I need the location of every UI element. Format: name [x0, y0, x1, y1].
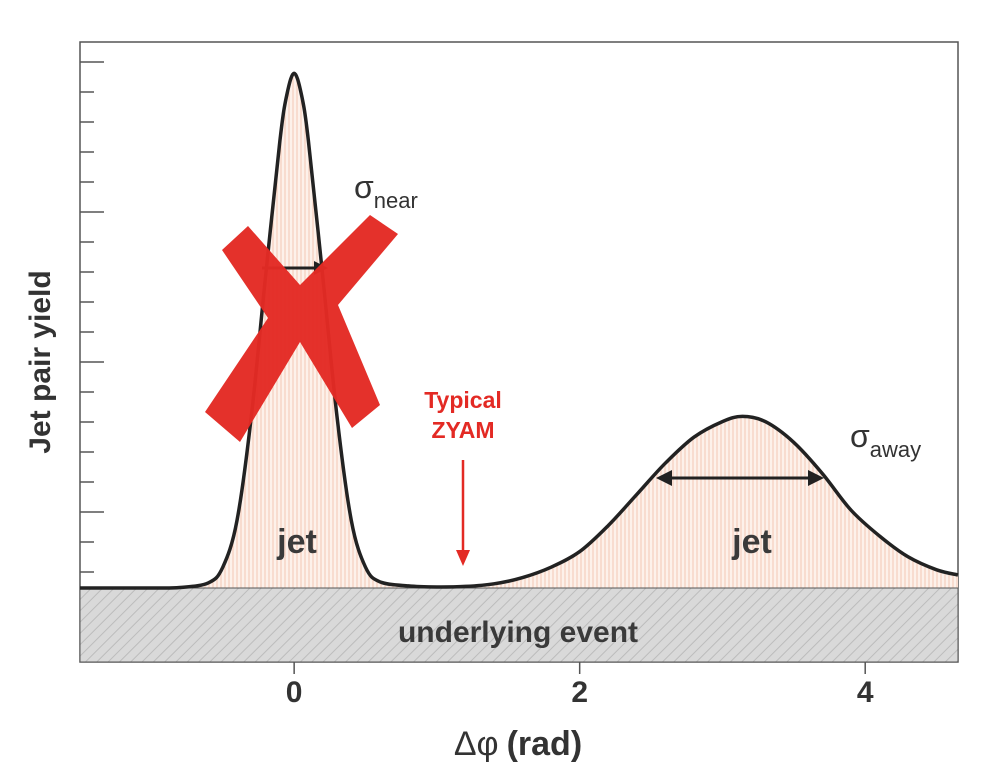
zyam-label-line2: ZYAM: [431, 417, 494, 443]
y-axis-label: Jet pair yield: [24, 270, 57, 453]
underlying-event-band: [79, 587, 959, 663]
x-tick-label: 4: [857, 676, 874, 709]
x-tick-label: 0: [286, 676, 303, 709]
zyam-label-line1: Typical: [424, 387, 502, 413]
x-axis-unit: (rad): [507, 725, 583, 763]
sigma-away-subscript: away: [870, 437, 921, 462]
away-jet-label: jet: [731, 523, 772, 561]
sigma-away-arrow: [656, 470, 824, 486]
sigma-away-label: σaway: [850, 418, 921, 462]
sigma-away-symbol: σ: [850, 418, 870, 454]
series-area-fill: [80, 73, 958, 589]
sigma-near-label: σnear: [354, 169, 418, 213]
x-tick-label: 2: [571, 676, 588, 709]
near-jet-label: jet: [276, 523, 317, 561]
underlying-event-label: underlying event: [398, 616, 638, 649]
sigma-near-symbol: σ: [354, 169, 374, 205]
zyam-arrow: [456, 460, 470, 566]
cross-out-mark: [205, 215, 398, 442]
sigma-near-subscript: near: [374, 188, 418, 213]
x-axis-label: Δφ (rad): [454, 725, 582, 763]
x-axis-symbol: Δφ: [454, 725, 499, 763]
y-axis-ticks: [80, 61, 104, 573]
x-axis-ticks: 0 2 4: [286, 662, 874, 709]
